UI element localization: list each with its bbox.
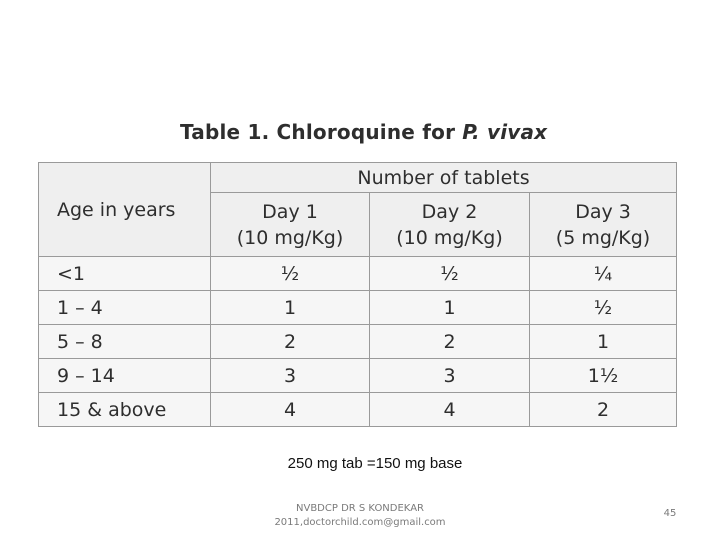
- table-row: 1 – 4 1 1 ½: [38, 290, 678, 325]
- day2-dose: (10 mg/Kg): [396, 226, 503, 249]
- dose-cell: 2: [369, 324, 530, 359]
- day3-header: Day 3 (5 mg/Kg): [528, 192, 678, 257]
- age-cell: 5 – 8: [38, 324, 211, 359]
- footer-author-line2: 2011,doctorchild.com@gmail.com: [274, 517, 446, 528]
- page-number: 45: [663, 508, 677, 519]
- age-cell: 1 – 4: [38, 290, 211, 325]
- dose-cell: 2: [528, 392, 678, 427]
- age-column-header: Age in years: [38, 162, 211, 257]
- day1-dose: (10 mg/Kg): [236, 226, 344, 249]
- dose-cell: 1: [369, 290, 530, 325]
- dose-cell: 1½: [528, 358, 678, 393]
- dose-cell: 3: [369, 358, 530, 393]
- age-cell: 15 & above: [38, 392, 211, 427]
- table-title-prefix: Table 1. Chloroquine for: [180, 120, 463, 144]
- dose-cell: 1: [528, 324, 678, 359]
- tablets-group-header: Number of tablets: [209, 162, 678, 193]
- table-row: 9 – 14 3 3 1½: [38, 358, 678, 393]
- day2-header: Day 2 (10 mg/Kg): [369, 192, 530, 257]
- dose-cell: 3: [210, 358, 370, 393]
- day1-label: Day 1: [262, 200, 318, 223]
- footer-author-line1: NVBDCP DR S KONDEKAR: [296, 503, 424, 514]
- dose-cell: 4: [210, 392, 370, 427]
- day3-label: Day 3: [575, 200, 631, 223]
- age-cell: 9 – 14: [38, 358, 211, 393]
- table-title-species: P. vivax: [462, 120, 548, 144]
- table-row: 5 – 8 2 2 1: [38, 324, 678, 359]
- day2-label: Day 2: [421, 200, 478, 223]
- footer-author: NVBDCP DR S KONDEKAR 2011,doctorchild.co…: [245, 502, 475, 530]
- table-title: Table 1. Chloroquine for P. vivax: [180, 120, 547, 144]
- table-row: <1 ½ ½ ¼: [38, 256, 678, 291]
- dose-cell: 2: [210, 324, 370, 359]
- dose-cell: ½: [528, 290, 678, 325]
- dose-cell: ½: [369, 256, 530, 291]
- table-row: 15 & above 4 4 2: [38, 392, 678, 427]
- footnote: 250 mg tab =150 mg base: [287, 455, 463, 472]
- dosage-table: Age in years Number of tablets Day 1 (10…: [38, 162, 678, 427]
- dose-cell: 4: [369, 392, 530, 427]
- age-cell: <1: [38, 256, 211, 291]
- dose-cell: 1: [210, 290, 370, 325]
- dose-cell: ½: [210, 256, 370, 291]
- dose-cell: ¼: [528, 256, 678, 291]
- day1-header: Day 1 (10 mg/Kg): [210, 192, 370, 257]
- day3-dose: (5 mg/Kg): [555, 226, 651, 249]
